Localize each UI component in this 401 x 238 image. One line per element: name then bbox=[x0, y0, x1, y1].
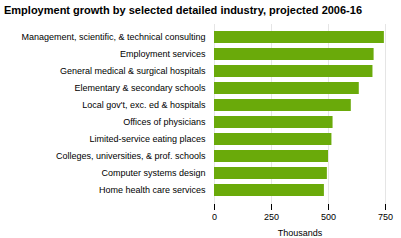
svg-text:750: 750 bbox=[378, 212, 393, 222]
svg-text:500: 500 bbox=[321, 212, 336, 222]
svg-text:Employment services: Employment services bbox=[120, 49, 206, 59]
svg-text:250: 250 bbox=[264, 212, 279, 222]
svg-text:0: 0 bbox=[212, 212, 217, 222]
svg-text:Local gov't, exc. ed & hospita: Local gov't, exc. ed & hospitals bbox=[82, 100, 206, 110]
svg-text:Colleges, universities, & prof: Colleges, universities, & prof. schools bbox=[56, 151, 206, 161]
svg-text:Thousands: Thousands bbox=[278, 228, 323, 238]
svg-text:General medical & surgical hos: General medical & surgical hospitals bbox=[60, 66, 206, 76]
svg-text:Elementary & secondary schools: Elementary & secondary schools bbox=[74, 83, 206, 93]
svg-text:Limited-service eating places: Limited-service eating places bbox=[89, 134, 206, 144]
svg-text:Management, scientific, & tech: Management, scientific, & technical cons… bbox=[21, 32, 205, 42]
html-text:Employment growth by selected: Employment growth by selected detailed i… bbox=[4, 4, 362, 16]
svg-text:Home health care services: Home health care services bbox=[99, 185, 206, 195]
svg-text:Offices of physicians: Offices of physicians bbox=[123, 117, 206, 127]
svg-text:Computer systems design: Computer systems design bbox=[101, 168, 205, 178]
